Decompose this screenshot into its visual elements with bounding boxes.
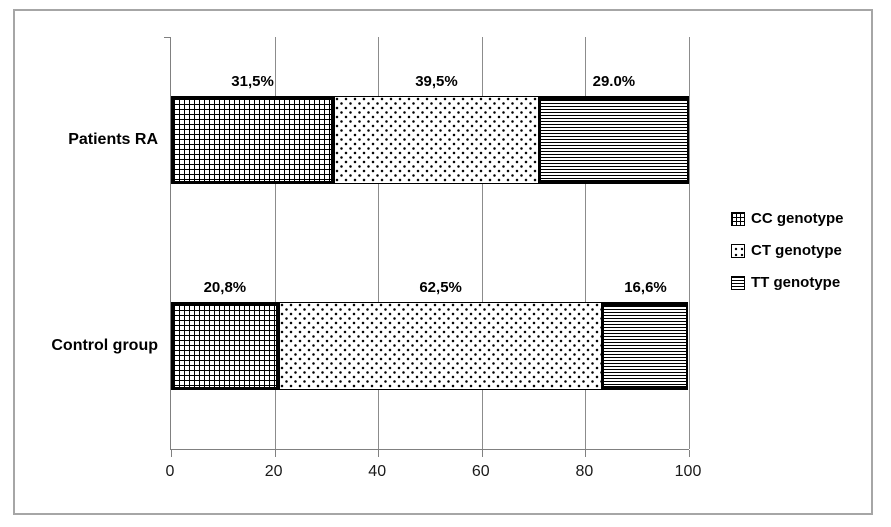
bar-row-control-group: 20,8% 62,5% 16,6% xyxy=(171,243,689,449)
legend-item-tt-genotype: TT genotype xyxy=(731,274,844,291)
stacked-bar-control-group xyxy=(171,302,689,390)
legend-label: CC genotype xyxy=(751,210,844,227)
x-axis-labels: 0 20 40 60 80 100 xyxy=(166,463,702,489)
data-label-tt: 29.0% xyxy=(592,73,636,90)
x-axis-tick xyxy=(378,450,380,457)
legend-label: CT genotype xyxy=(751,242,842,259)
bar-segment-ct-genotype xyxy=(278,302,603,390)
data-label-tt: 16,6% xyxy=(624,279,667,296)
legend-swatch-lines-pattern-icon xyxy=(731,275,745,290)
bar-segment-ct-genotype xyxy=(334,96,539,184)
x-axis-tick xyxy=(274,450,276,457)
bar-row-patients-ra: 31,5% 39,5% 29.0% xyxy=(171,37,689,243)
x-tick-label: 60 xyxy=(471,463,490,480)
x-tick-label: 40 xyxy=(368,463,387,480)
gridline xyxy=(481,37,483,449)
x-tick-label: 0 xyxy=(165,463,175,480)
bar-segment-tt-genotype xyxy=(602,302,689,390)
legend: CC genotype CT genotype TT genotype xyxy=(731,210,844,306)
bar-segment-cc-genotype xyxy=(171,302,279,390)
bar-segment-cc-genotype xyxy=(171,96,335,184)
y-axis-tick xyxy=(164,37,171,38)
gridline xyxy=(585,37,587,449)
x-axis-tick xyxy=(171,450,172,457)
x-tick-label: 20 xyxy=(264,463,283,480)
legend-label: TT genotype xyxy=(751,274,841,291)
x-tick-label: 100 xyxy=(674,463,702,480)
legend-swatch-grid-pattern-icon xyxy=(731,211,745,226)
legend-swatch-dotted-pattern-icon xyxy=(731,243,745,258)
data-label-ct: 62,5% xyxy=(419,279,462,296)
chart-frame-border xyxy=(13,9,873,515)
x-axis-tick xyxy=(585,450,587,457)
x-tick-label: 80 xyxy=(575,463,594,480)
plot-area: Patients RA Control group 31,5% 39,5% 29… xyxy=(51,37,690,457)
gridline xyxy=(378,37,380,449)
category-label-control-group: Control group xyxy=(51,337,158,354)
data-label-cc: 20,8% xyxy=(203,279,247,296)
gridline xyxy=(689,37,690,449)
x-axis-tick xyxy=(689,450,690,457)
bar-segment-tt-genotype xyxy=(538,96,689,184)
legend-item-cc-genotype: CC genotype xyxy=(731,210,844,227)
data-label-ct: 39,5% xyxy=(415,73,458,90)
stacked-bar-patients-ra xyxy=(171,96,689,184)
gridline xyxy=(274,37,276,449)
data-label-cc: 31,5% xyxy=(231,73,274,90)
x-axis-tick xyxy=(481,450,483,457)
legend-item-ct-genotype: CT genotype xyxy=(731,242,844,259)
category-label-patients-ra: Patients RA xyxy=(68,131,158,148)
